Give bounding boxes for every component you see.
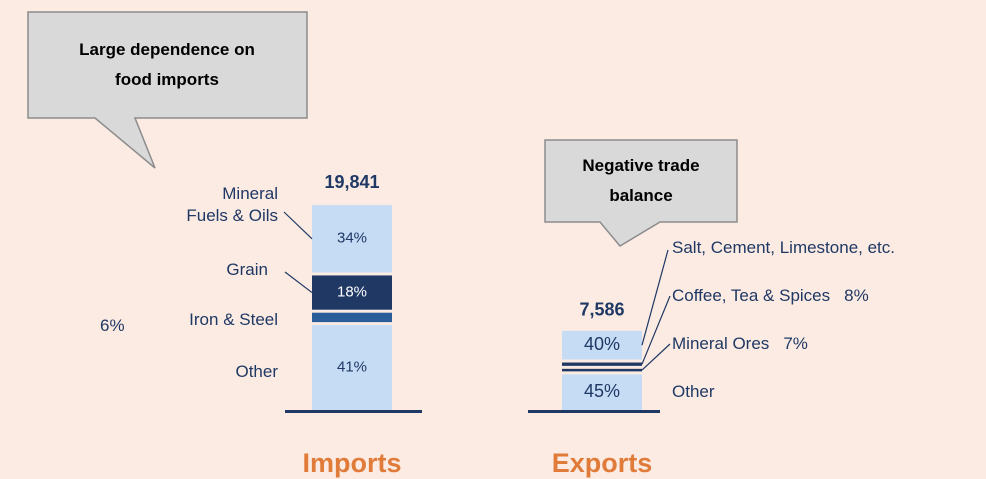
data-label: 34%: [337, 230, 367, 247]
bar-segment: [562, 362, 642, 366]
callout-text: Negative trade balance: [582, 156, 700, 205]
data-label: 40%: [584, 334, 620, 354]
category-label: Exports: [552, 448, 653, 478]
leader-line: [284, 271, 313, 294]
bar-segment: [312, 205, 392, 273]
data-label: 18%: [337, 284, 367, 301]
segment-name: Coffee, Tea & Spices: [672, 286, 831, 305]
segment-label: Iron & Steel: [189, 310, 278, 329]
leader-line: [641, 295, 671, 365]
data-label: 45%: [584, 381, 620, 401]
segment-name: Mineral Ores: [672, 334, 770, 353]
callout-text: Large dependence on food imports: [79, 40, 255, 89]
callout-box: [544, 139, 738, 247]
segment-label: Mineral Fuels & Oils: [186, 184, 278, 225]
callout-box: [27, 11, 308, 169]
leader-line: [283, 211, 313, 240]
segment-label: Coffee, Tea & Spices 8%: [672, 285, 869, 307]
category-label: Imports: [302, 448, 401, 478]
bar-segment: [562, 374, 642, 410]
total-label: 19,841: [324, 172, 379, 192]
segment-label: Mineral Ores 7%: [672, 333, 808, 355]
data-label: 6%: [100, 316, 125, 335]
leader-line: [641, 343, 671, 371]
segment-name: Other: [672, 382, 715, 401]
bar-segment: [312, 325, 392, 410]
data-label: 41%: [337, 359, 367, 376]
bar-segment: [312, 312, 392, 323]
data-label: 7%: [783, 334, 808, 353]
segment-label: Other: [235, 362, 278, 381]
segment-label: Grain: [226, 260, 268, 279]
segment-label: Other: [672, 381, 715, 403]
segment-name: Salt, Cement, Limestone, etc.: [672, 238, 895, 257]
bar-segment: [562, 368, 642, 372]
total-label: 7,586: [579, 300, 624, 320]
data-label: 8%: [844, 286, 869, 305]
leader-line: [641, 249, 669, 346]
bar-segment: [562, 330, 642, 360]
bar-segment: [312, 275, 392, 310]
segment-label: Salt, Cement, Limestone, etc.: [672, 237, 895, 259]
